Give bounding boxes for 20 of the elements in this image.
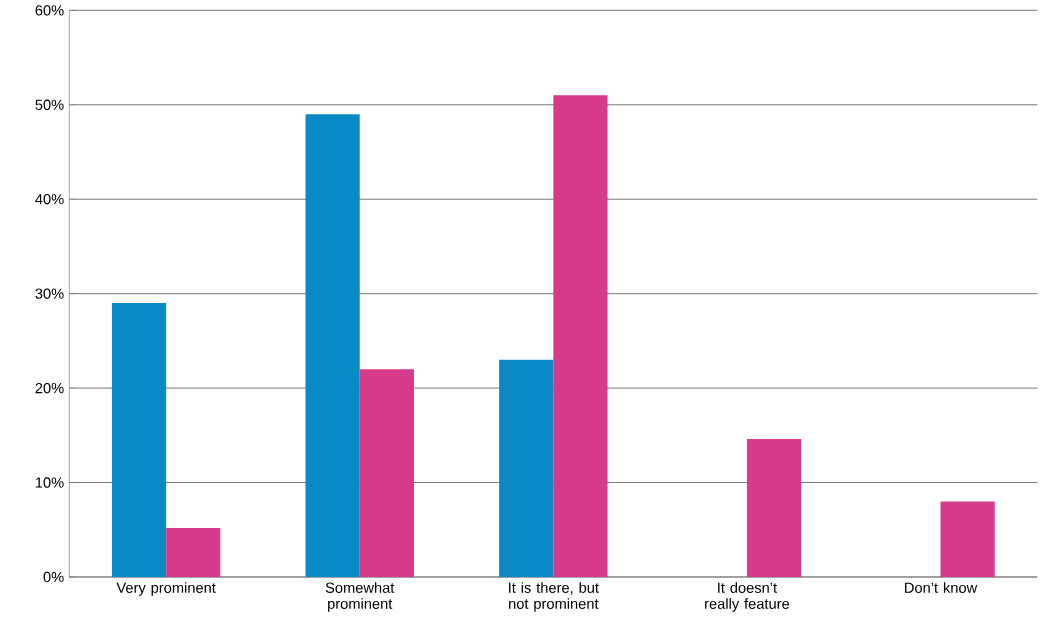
y-tick-label: 60% xyxy=(35,5,64,16)
x-tick-label: Don’t know xyxy=(905,582,978,593)
y-tick-label: 40% xyxy=(35,194,64,205)
y-tick-label: 20% xyxy=(35,382,64,394)
y-tick-label: 10% xyxy=(35,477,64,488)
y-tick-label: 30% xyxy=(35,288,64,299)
bar xyxy=(940,501,995,577)
bar xyxy=(359,369,414,577)
x-tick-label: Somewhat prominent xyxy=(325,582,395,612)
bar xyxy=(111,303,167,577)
bar xyxy=(553,95,608,577)
y-tick-label: 50% xyxy=(35,99,64,110)
x-tick-label: It doesn’t really feature xyxy=(705,582,790,612)
bar xyxy=(305,114,360,577)
bar xyxy=(746,439,802,577)
x-tick-label: Very prominent xyxy=(116,582,216,596)
x-tick-label: It is there, but not prominent xyxy=(509,582,599,612)
bar xyxy=(166,527,221,577)
y-tick-label: 0% xyxy=(43,571,64,583)
bar xyxy=(499,359,554,577)
